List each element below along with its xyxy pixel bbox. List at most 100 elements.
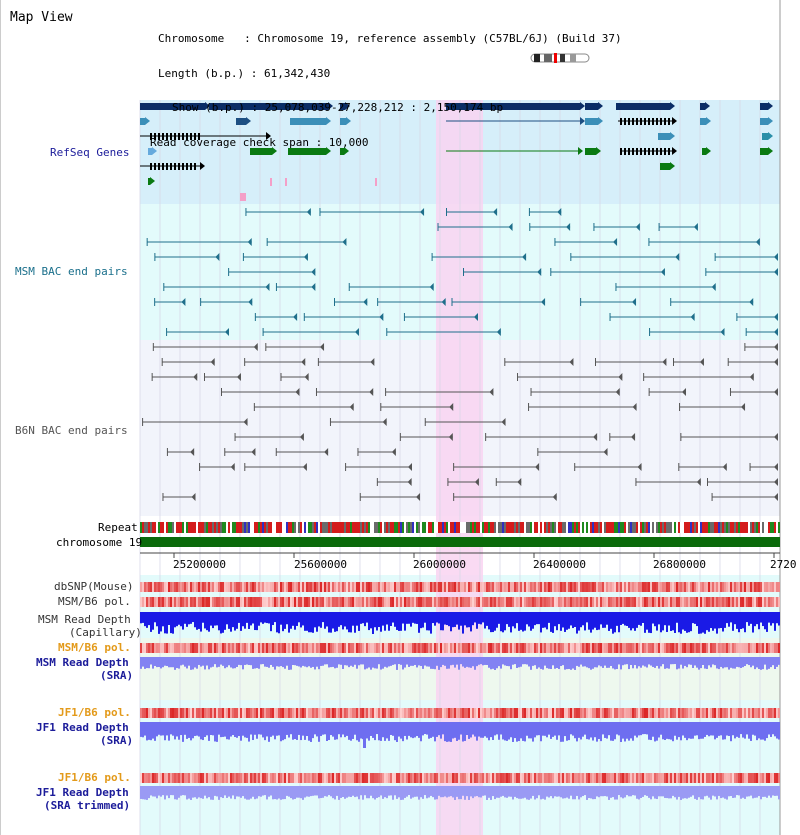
- jf1-depth-sra-bar: [404, 722, 406, 736]
- repeat-mark: [724, 522, 726, 533]
- jf1-b6-pol-2-mark: [638, 773, 640, 783]
- track-label-msm-read-depth-capillary[interactable]: MSM Read Depth: [38, 613, 131, 626]
- repeat-mark: [456, 522, 458, 533]
- jf1-b6-pol-2-mark: [152, 773, 154, 783]
- track-label-jf1-b6-pol-2[interactable]: JF1/B6 pol.: [58, 771, 131, 784]
- jf1-b6-pol-mark: [508, 708, 510, 718]
- msm-depth-capillary-bar: [498, 612, 500, 624]
- msm-depth-sra-bar: [170, 657, 172, 668]
- msm-depth-capillary-bar: [752, 612, 754, 633]
- repeat-mark: [348, 522, 350, 533]
- msm-depth-capillary-bar: [552, 612, 554, 633]
- jf1-depth-sra-bar: [182, 722, 184, 742]
- repeat-mark: [214, 522, 216, 533]
- msm-depth-sra-bar: [236, 657, 238, 667]
- track-label-msm-b6-pol[interactable]: MSM/B6 pol.: [58, 595, 131, 608]
- jf1-depth-sra-bar: [592, 722, 594, 741]
- track-label-msm-b6-pol-sra[interactable]: MSM/B6 pol.: [58, 641, 131, 654]
- repeat-mark: [562, 522, 564, 533]
- jf1-depth-sra-bar: [718, 722, 720, 736]
- jf1-b6-pol-mark: [184, 708, 186, 718]
- jf1-b6-pol-2-mark: [696, 773, 698, 783]
- jf1-depth-trimmed-bar: [310, 786, 312, 797]
- dbsnp-mark: [176, 582, 178, 592]
- msm-b6-pol-mark: [610, 597, 612, 607]
- track-label-dbsnp[interactable]: dbSNP(Mouse): [54, 580, 134, 593]
- msm-b6-pol-mark: [218, 597, 220, 607]
- jf1-b6-pol-2-mark: [584, 773, 586, 783]
- b6n-bac-pair-arrow: [407, 463, 412, 471]
- track-label-jf1-b6-pol[interactable]: JF1/B6 pol.: [58, 706, 131, 719]
- repeat-mark: [256, 522, 258, 533]
- msm-b6-pol-mark: [606, 597, 608, 607]
- msm-b6-pol-mark: [164, 597, 166, 607]
- msm-depth-sra-bar: [456, 657, 458, 665]
- dbsnp-mark: [402, 582, 404, 592]
- msm-b6-pol-sra-mark: [746, 643, 748, 653]
- msm-b6-pol-mark: [362, 597, 364, 607]
- msm-bac-pair-arrow: [420, 208, 425, 216]
- msm-depth-capillary-bar: [524, 612, 526, 631]
- jf1-depth-trimmed-bar: [616, 786, 618, 800]
- dbsnp-mark: [426, 582, 428, 592]
- jf1-depth-trimmed-bar: [668, 786, 670, 799]
- jf1-depth-trimmed-bar: [676, 786, 678, 800]
- jf1-depth-sra-bar: [704, 722, 706, 737]
- track-label-msm-bac-end-pairs[interactable]: MSM BAC end pairs: [15, 265, 128, 278]
- jf1-depth-trimmed-bar: [772, 786, 774, 796]
- msm-b6-pol-mark: [488, 597, 490, 607]
- jf1-depth-sra-bar: [690, 722, 692, 739]
- jf1-b6-pol-2-mark: [748, 773, 750, 783]
- jf1-b6-pol-mark: [294, 708, 296, 718]
- jf1-b6-pol-mark: [540, 708, 542, 718]
- dbsnp-mark: [680, 582, 682, 592]
- jf1-b6-pol-2-mark: [462, 773, 464, 783]
- msm-depth-sra-bar: [198, 657, 200, 665]
- exon-tick: [162, 133, 164, 140]
- repeat-mark: [600, 522, 602, 533]
- b6n-bac-pair-arrow: [603, 448, 608, 456]
- jf1-depth-sra-bar: [642, 722, 644, 735]
- jf1-depth-trimmed-bar: [638, 786, 640, 800]
- dbsnp-mark: [738, 582, 740, 592]
- gene-fragment: [240, 193, 246, 201]
- msm-b6-pol-mark: [324, 597, 326, 607]
- msm-b6-pol-mark: [678, 597, 680, 607]
- msm-depth-capillary-bar: [164, 612, 166, 634]
- msm-depth-capillary-bar: [282, 612, 284, 632]
- jf1-depth-sra-bar: [658, 722, 660, 738]
- jf1-b6-pol-mark: [620, 708, 622, 718]
- msm-b6-pol-mark: [322, 597, 324, 607]
- exon-tick: [652, 148, 654, 155]
- msm-depth-capillary-bar: [614, 612, 616, 633]
- track-label-b6n-bac-end-pairs[interactable]: B6N BAC end pairs: [15, 424, 128, 437]
- track-label-jf1-read-depth-trimmed[interactable]: JF1 Read Depth: [36, 786, 129, 799]
- jf1-b6-pol-mark: [240, 708, 242, 718]
- jf1-b6-pol-mark: [284, 708, 286, 718]
- jf1-b6-pol-mark: [502, 708, 504, 718]
- dbsnp-mark: [474, 582, 476, 592]
- jf1-depth-trimmed-bar: [544, 786, 546, 800]
- repeat-mark: [760, 522, 762, 533]
- msm-depth-sra-bar: [204, 657, 206, 670]
- msm-b6-pol-sra-mark: [428, 643, 430, 653]
- jf1-b6-pol-2-mark: [368, 773, 370, 783]
- track-label-refseq-genes[interactable]: RefSeq Genes: [50, 146, 130, 159]
- msm-b6-pol-mark: [754, 597, 756, 607]
- msm-depth-sra-bar: [752, 657, 754, 666]
- dbsnp-mark: [718, 582, 720, 592]
- msm-depth-sra-bar: [312, 657, 314, 667]
- repeat-mark: [240, 522, 242, 533]
- jf1-b6-pol-mark: [528, 708, 530, 718]
- b6n-bac-pair-arrow: [501, 418, 506, 426]
- msm-b6-pol-sra-mark: [476, 643, 478, 653]
- msm-depth-capillary-bar: [368, 612, 370, 631]
- dbsnp-mark: [776, 582, 778, 592]
- track-label-msm-read-depth-sra[interactable]: MSM Read Depth: [36, 656, 129, 669]
- jf1-depth-sra-bar: [380, 722, 382, 741]
- track-label-repeat[interactable]: Repeat: [98, 521, 138, 534]
- chromosome-ideogram[interactable]: [530, 53, 590, 63]
- jf1-depth-sra-bar: [750, 722, 752, 741]
- jf1-b6-pol-mark: [186, 708, 188, 718]
- track-label-jf1-read-depth-sra[interactable]: JF1 Read Depth: [36, 721, 129, 734]
